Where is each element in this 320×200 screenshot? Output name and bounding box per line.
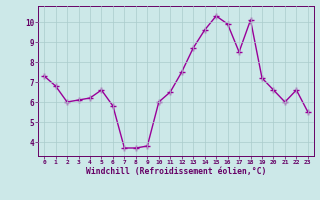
X-axis label: Windchill (Refroidissement éolien,°C): Windchill (Refroidissement éolien,°C) [86,167,266,176]
